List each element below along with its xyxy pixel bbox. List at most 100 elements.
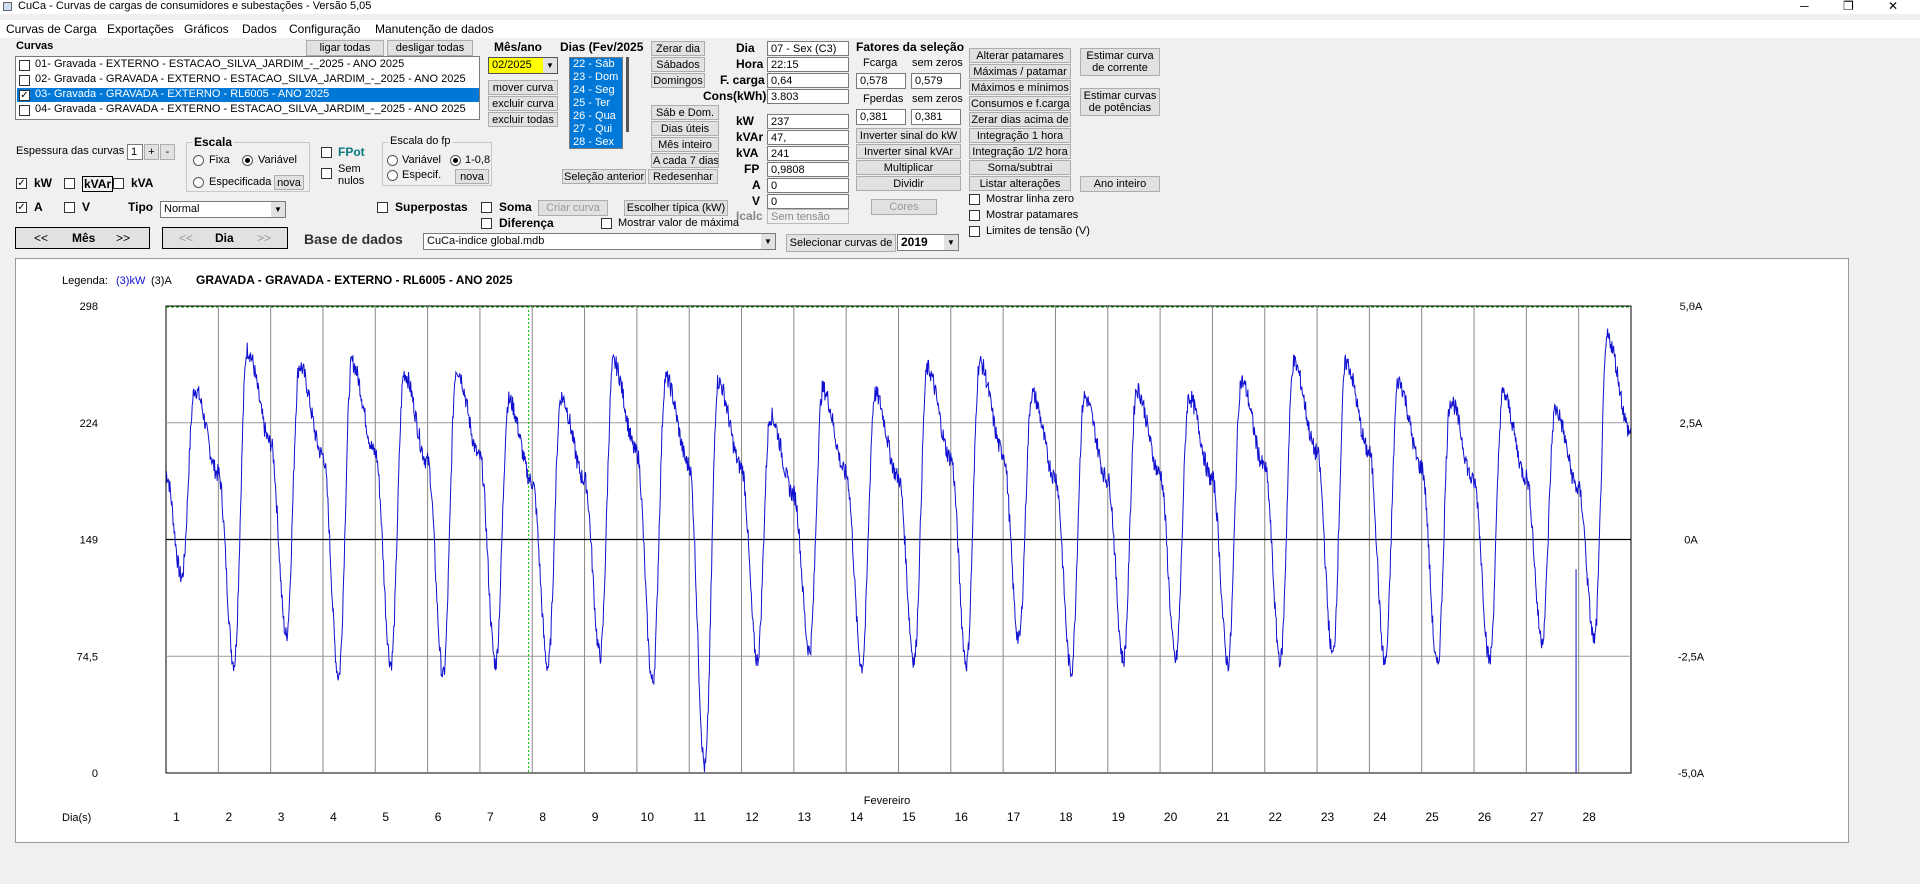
fcarga-factor-field[interactable]: 0,578 <box>856 73 906 89</box>
fp-range-radio[interactable] <box>450 155 461 166</box>
ligar-todas-button[interactable]: ligar todas <box>306 40 384 56</box>
menu-curvas[interactable]: Curvas de Carga <box>6 22 97 36</box>
curvas-list[interactable]: 01- Gravada - EXTERNO - ESTACAO_SILVA_JA… <box>15 56 480 120</box>
linha-zero-checkbox[interactable] <box>969 194 980 205</box>
espessura-field[interactable]: 1 <box>127 144 143 160</box>
list-item[interactable]: 23 - Dom <box>573 71 619 83</box>
menu-graficos[interactable]: Gráficos <box>184 22 229 36</box>
selecao-anterior-button[interactable]: Seleção anterior <box>562 169 646 184</box>
soma-subtrai-button[interactable]: Soma/subtrai <box>969 160 1071 175</box>
ano-inteiro-button[interactable]: Ano inteiro <box>1080 176 1160 192</box>
alterar-patamares-button[interactable]: Alterar patamares <box>969 48 1071 63</box>
inverter-kw-button[interactable]: Inverter sinal do kW <box>856 128 961 143</box>
tipo-select[interactable]: Normal ▼ <box>160 201 286 218</box>
zerar-dias-button[interactable]: Zerar dias acima de <box>969 112 1071 127</box>
inverter-kvar-button[interactable]: Inverter sinal kVAr <box>856 144 961 159</box>
prev-day-button[interactable]: << <box>179 231 194 245</box>
fp-especif-radio[interactable] <box>387 170 398 181</box>
fp-nova-button[interactable]: nova <box>455 169 489 184</box>
list-item[interactable]: 28 - Sex <box>573 136 614 148</box>
fp-field[interactable]: 0,9808 <box>767 162 849 177</box>
a-checkbox[interactable]: ✓ <box>16 202 27 213</box>
list-item[interactable]: 01- Gravada - EXTERNO - ESTACAO_SILVA_JA… <box>17 58 477 72</box>
fcarga-field[interactable]: 0,64 <box>767 73 849 88</box>
chevron-down-icon[interactable]: ▼ <box>543 58 557 73</box>
kvar-field[interactable]: 47, <box>767 130 849 145</box>
dias-uteis-button[interactable]: Dias úteis <box>651 121 719 136</box>
multiplicar-button[interactable]: Multiplicar <box>856 160 961 175</box>
listar-alteracoes-button[interactable]: Listar alterações <box>969 176 1071 191</box>
patamares-checkbox[interactable] <box>969 210 980 221</box>
list-item[interactable]: 26 - Qua <box>573 110 616 122</box>
consumos-fcarga-button[interactable]: Consumos e f.carga <box>969 96 1071 111</box>
especificada-radio[interactable] <box>193 177 204 188</box>
curve-checkbox-checked[interactable]: ✓ <box>19 90 30 101</box>
curve-checkbox[interactable] <box>19 60 30 71</box>
fp-variavel-radio[interactable] <box>387 155 398 166</box>
cons-field[interactable]: 3.803 <box>767 89 849 104</box>
dias-scrollbar[interactable] <box>626 57 629 132</box>
v-checkbox[interactable] <box>64 202 75 213</box>
kw-field[interactable]: 237 <box>767 114 849 129</box>
fperdas-semzeros-field[interactable]: 0,381 <box>911 109 961 125</box>
dias-list[interactable]: 22 - Sáb 23 - Dom 24 - Seg 25 - Ter 26 -… <box>569 57 623 149</box>
sabados-button[interactable]: Sábados <box>651 57 705 72</box>
close-icon[interactable]: ✕ <box>1888 0 1899 13</box>
list-item[interactable]: 22 - Sáb <box>573 58 615 70</box>
hora-field[interactable]: 22:15 <box>767 57 849 72</box>
integracao-meia-hora-button[interactable]: Integração 1/2 hora <box>969 144 1071 159</box>
limites-checkbox[interactable] <box>969 226 980 237</box>
dia-field[interactable]: 07 - Sex (C3) <box>767 41 849 56</box>
fixa-radio[interactable] <box>193 155 204 166</box>
chevron-down-icon[interactable]: ▼ <box>761 234 775 249</box>
kw-checkbox[interactable]: ✓ <box>16 178 27 189</box>
fpot-checkbox[interactable] <box>321 147 332 158</box>
curve-checkbox[interactable] <box>19 75 30 86</box>
excluir-todas-button[interactable]: excluir todas <box>488 112 558 127</box>
diferenca-checkbox[interactable] <box>481 218 492 229</box>
sem-nulos-checkbox[interactable] <box>321 168 332 179</box>
escala-nova-button[interactable]: nova <box>274 175 304 190</box>
mover-curva-button[interactable]: mover curva <box>488 80 558 95</box>
excluir-curva-button[interactable]: excluir curva <box>488 96 558 111</box>
sab-dom-button[interactable]: Sáb e Dom. <box>651 105 719 120</box>
chevron-down-icon[interactable]: ▼ <box>271 202 285 217</box>
ano-select[interactable]: 2019 ▼ <box>897 234 959 251</box>
maximos-minimos-button[interactable]: Máximos e mínimos <box>969 80 1071 95</box>
mostrar-max-checkbox[interactable] <box>601 218 612 229</box>
fperdas-field[interactable]: 0,381 <box>856 109 906 125</box>
dividir-button[interactable]: Dividir <box>856 176 961 191</box>
menu-exportacoes[interactable]: Exportações <box>107 22 174 36</box>
domingos-button[interactable]: Domingos <box>651 73 705 88</box>
criar-curva-button[interactable]: Criar curva <box>538 200 608 216</box>
zerar-dia-button[interactable]: Zerar dia <box>651 41 705 56</box>
list-item[interactable]: 24 - Seg <box>573 84 615 96</box>
menu-dados[interactable]: Dados <box>242 22 277 36</box>
maximas-patamar-button[interactable]: Máximas / patamar <box>969 64 1071 79</box>
list-item[interactable]: 02- Gravada - GRAVADA - EXTERNO - ESTACA… <box>17 73 477 87</box>
mes-inteiro-button[interactable]: Mês inteiro <box>651 137 719 152</box>
kvar-checkbox[interactable] <box>64 178 75 189</box>
integracao-1h-button[interactable]: Integração 1 hora <box>969 128 1071 143</box>
list-item[interactable]: 04- Gravada - GRAVADA - EXTERNO - ESTACA… <box>17 103 477 117</box>
maximize-icon[interactable]: ❐ <box>1843 0 1854 13</box>
list-item-selected[interactable]: ✓ 03- Gravada - GRAVADA - EXTERNO - RL60… <box>17 88 479 102</box>
menu-manutencao[interactable]: Manutenção de dados <box>375 22 494 36</box>
variavel-radio[interactable] <box>242 155 253 166</box>
kva-field[interactable]: 241 <box>767 146 849 161</box>
chevron-down-icon[interactable]: ▼ <box>944 235 958 250</box>
espessura-plus-button[interactable]: + <box>144 144 159 160</box>
desligar-todas-button[interactable]: desligar todas <box>387 40 473 56</box>
menu-configuracao[interactable]: Configuração <box>289 22 361 36</box>
redesenhar-button[interactable]: Redesenhar <box>648 169 718 184</box>
base-dados-select[interactable]: CuCa-indice global.mdb ▼ <box>423 233 776 250</box>
v-field[interactable]: 0 <box>767 194 849 209</box>
icalc-field[interactable]: Sem tensão <box>767 209 849 224</box>
escolher-tipica-button[interactable]: Escolher típica (kW) <box>624 200 728 216</box>
prev-month-button[interactable]: << <box>34 231 49 245</box>
curve-checkbox[interactable] <box>19 105 30 116</box>
list-item[interactable]: 27 - Qui <box>573 123 613 135</box>
superpostas-checkbox[interactable] <box>377 202 388 213</box>
next-day-button[interactable]: >> <box>257 231 272 245</box>
